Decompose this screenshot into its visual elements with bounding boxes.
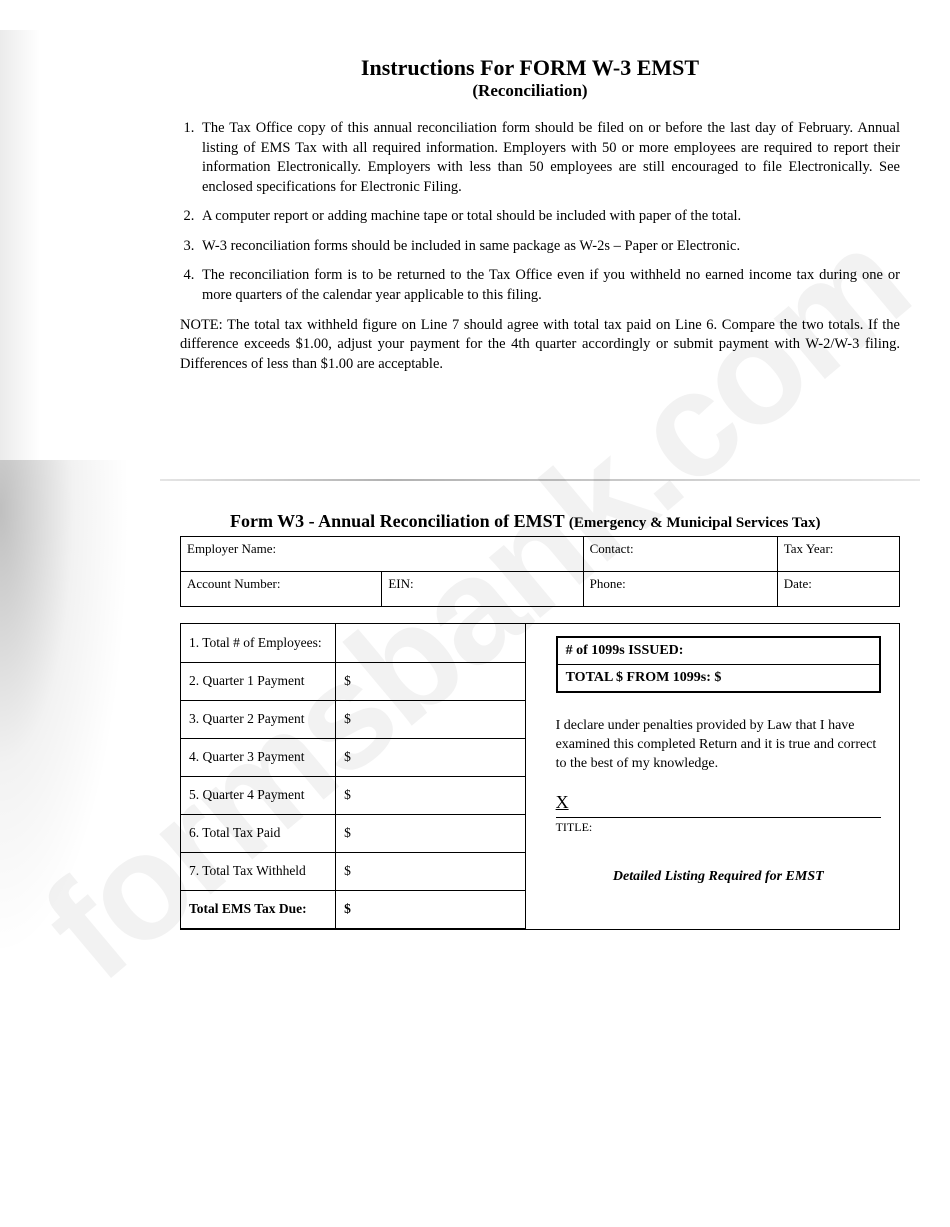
line-label: 5. Quarter 4 Payment [181,776,336,814]
table-row: Total EMS Tax Due: $ [181,890,525,928]
account-number-field[interactable]: Account Number: [181,572,382,607]
form-title-sub: (Emergency & Municipal Services Tax) [569,515,821,531]
tax-year-field[interactable]: Tax Year: [777,537,899,572]
signature-x: X [556,792,569,813]
signature-underline [556,817,881,818]
line-value-field[interactable]: $ [336,776,525,814]
line-value-field[interactable]: $ [336,738,525,776]
table-row: 6. Total Tax Paid $ [181,814,525,852]
line-value-field[interactable]: $ [336,662,525,700]
page-subtitle: (Reconciliation) [160,81,900,101]
form-right-column: # of 1099s ISSUED: TOTAL $ FROM 1099s: $… [526,623,900,930]
contact-field[interactable]: Contact: [583,537,777,572]
form-lines-table: 1. Total # of Employees: 2. Quarter 1 Pa… [181,624,525,929]
line-label: 2. Quarter 1 Payment [181,662,336,700]
line-label: 6. Total Tax Paid [181,814,336,852]
declaration-text: I declare under penalties provided by La… [556,717,881,774]
form-area: Form W3 - Annual Reconciliation of EMST … [180,511,900,930]
table-row: 5. Quarter 4 Payment $ [181,776,525,814]
line-label: 1. Total # of Employees: [181,624,336,662]
table-row: 4. Quarter 3 Payment $ [181,738,525,776]
ein-field[interactable]: EIN: [382,572,583,607]
note-paragraph: NOTE: The total tax withheld figure on L… [180,316,900,375]
instruction-item: W-3 reconciliation forms should be inclu… [198,237,900,257]
instruction-item: The Tax Office copy of this annual recon… [198,119,900,197]
total-line-value-field[interactable]: $ [336,890,525,928]
form-header-table: Employer Name: Contact: Tax Year: Accoun… [180,536,900,607]
form-title: Form W3 - Annual Reconciliation of EMST … [230,511,900,532]
detail-listing-note: Detailed Listing Required for EMST [556,869,881,885]
employer-name-field[interactable]: Employer Name: [181,537,584,572]
box-1099: # of 1099s ISSUED: TOTAL $ FROM 1099s: $ [556,636,881,693]
table-row: 2. Quarter 1 Payment $ [181,662,525,700]
line-value-field[interactable]: $ [336,814,525,852]
num-1099s-field[interactable]: # of 1099s ISSUED: [558,638,879,664]
form-title-main: Form W3 - Annual Reconciliation of EMST [230,511,564,531]
line-label: 4. Quarter 3 Payment [181,738,336,776]
total-1099s-field[interactable]: TOTAL $ FROM 1099s: $ [558,664,879,691]
line-value-field[interactable] [336,624,525,662]
date-field[interactable]: Date: [777,572,899,607]
instruction-item: The reconciliation form is to be returne… [198,266,900,305]
table-row: 1. Total # of Employees: [181,624,525,662]
instruction-item: A computer report or adding machine tape… [198,207,900,227]
page-title: Instructions For FORM W-3 EMST [160,55,900,81]
table-row: Account Number: EIN: Phone: Date: [181,572,900,607]
signature-line[interactable]: X [556,792,881,818]
line-value-field[interactable]: $ [336,852,525,890]
line-label: 7. Total Tax Withheld [181,852,336,890]
instructions-list: The Tax Office copy of this annual recon… [180,119,900,306]
page-divider [160,479,920,481]
form-lower-section: 1. Total # of Employees: 2. Quarter 1 Pa… [180,623,900,930]
line-value-field[interactable]: $ [336,700,525,738]
form-lines-column: 1. Total # of Employees: 2. Quarter 1 Pa… [180,623,526,930]
phone-field[interactable]: Phone: [583,572,777,607]
total-line-label: Total EMS Tax Due: [181,890,336,928]
scan-binding-shadow [0,30,40,460]
table-row: 3. Quarter 2 Payment $ [181,700,525,738]
table-row: 7. Total Tax Withheld $ [181,852,525,890]
line-label: 3. Quarter 2 Payment [181,700,336,738]
table-row: Employer Name: Contact: Tax Year: [181,537,900,572]
page-content: Instructions For FORM W-3 EMST (Reconcil… [60,55,920,930]
title-field[interactable]: TITLE: [556,820,881,835]
